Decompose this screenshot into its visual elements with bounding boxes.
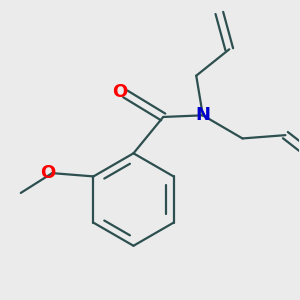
Text: O: O — [112, 83, 127, 101]
Text: O: O — [40, 164, 55, 182]
Text: N: N — [195, 106, 210, 124]
